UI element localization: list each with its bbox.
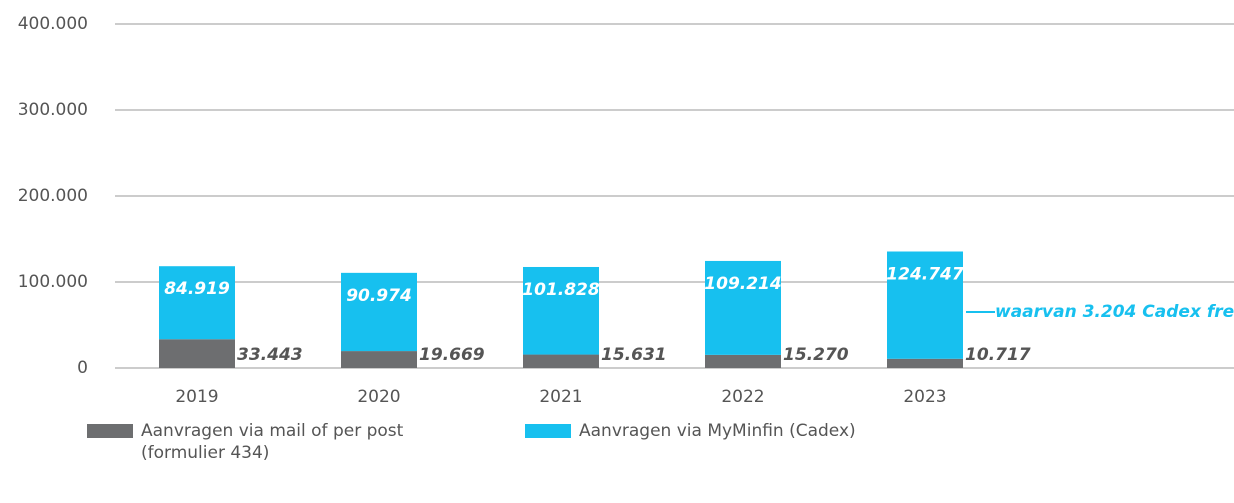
bar-segment	[341, 272, 417, 352]
legend-swatch	[525, 424, 571, 438]
value-label: 15.270	[783, 345, 849, 365]
value-label: 124.747	[886, 265, 964, 285]
bar-segment	[705, 354, 781, 368]
legend-item: Aanvragen via MyMinfin (Cadex)	[525, 420, 925, 442]
bar-segment	[887, 251, 963, 359]
legend-item: Aanvragen via mail of per post (formulie…	[87, 420, 427, 464]
x-tick-label: 2021	[539, 387, 582, 407]
y-tick-label: 0	[77, 358, 88, 378]
bar-segment	[341, 351, 417, 368]
value-label: 90.974	[346, 286, 412, 306]
bar-segment	[523, 266, 599, 355]
chart: 0 100.000 200.000 300.000 400.000 2019 33.443 8…	[18, 14, 1234, 407]
y-tick-label: 300.000	[18, 100, 88, 120]
value-label: 101.828	[522, 280, 600, 300]
value-label: 84.919	[164, 279, 230, 299]
x-tick-label: 2019	[175, 387, 218, 407]
bar-segment	[159, 266, 235, 340]
value-label: 33.443	[237, 345, 303, 365]
value-label: 10.717	[965, 345, 1031, 365]
bar-segment	[887, 358, 963, 368]
legend-label: Aanvragen via mail of per post (formulie…	[141, 421, 404, 463]
y-tick-label: 400.000	[18, 14, 88, 34]
y-tick-label: 100.000	[18, 272, 88, 292]
legend-swatch	[87, 424, 133, 438]
annotation: waarvan 3.204 Cadex free*	[995, 302, 1234, 322]
x-tick-label: 2022	[721, 387, 764, 407]
value-label: 15.631	[601, 345, 667, 365]
bar-segment	[159, 339, 235, 368]
value-label: 109.214	[704, 274, 781, 294]
x-tick-label: 2023	[903, 387, 946, 407]
bar-segment	[705, 260, 781, 355]
x-tick-label: 2020	[357, 387, 400, 407]
legend-label: Aanvragen via MyMinfin (Cadex)	[579, 421, 856, 441]
value-label: 19.669	[419, 345, 485, 365]
y-tick-label: 200.000	[18, 186, 88, 206]
bar-segment	[523, 354, 599, 368]
